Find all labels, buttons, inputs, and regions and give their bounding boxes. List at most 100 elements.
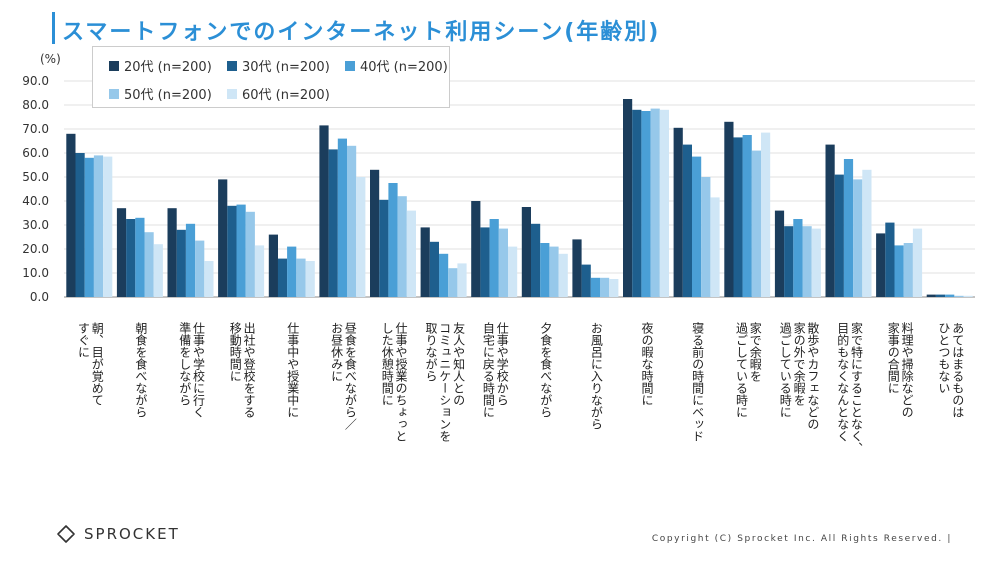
bar xyxy=(692,156,702,297)
bar xyxy=(439,253,449,297)
bar xyxy=(531,223,541,297)
bar xyxy=(448,268,458,297)
bar xyxy=(218,179,228,297)
sprocket-logo-icon xyxy=(57,525,75,543)
bar xyxy=(116,208,127,297)
x-tick-label: 朝、目が覚めて すぐに xyxy=(76,322,105,406)
bar xyxy=(370,169,380,297)
y-tick-label: 80.0 xyxy=(22,98,49,112)
bar xyxy=(135,217,145,297)
y-tick-label: 30.0 xyxy=(22,218,49,232)
bar xyxy=(457,263,467,297)
bar xyxy=(659,109,669,297)
bar xyxy=(558,253,568,297)
bar xyxy=(862,169,872,297)
bar xyxy=(632,109,642,297)
bar xyxy=(903,243,913,297)
logo-text: SPROCKET xyxy=(84,525,180,543)
legend-item: 30代 (n=200) xyxy=(227,56,330,75)
bar xyxy=(876,233,886,297)
legend-item: 40代 (n=200) xyxy=(345,56,448,75)
y-tick-label: 50.0 xyxy=(22,170,49,184)
bar xyxy=(843,159,854,297)
bar xyxy=(337,138,347,297)
bar xyxy=(406,210,416,297)
bar xyxy=(521,207,531,297)
bar xyxy=(227,205,237,297)
bar xyxy=(853,179,863,297)
title-accent-bar xyxy=(52,12,55,44)
bar xyxy=(912,228,923,297)
bar xyxy=(204,261,214,297)
bar xyxy=(144,232,154,297)
legend-item: 50代 (n=200) xyxy=(109,84,212,103)
bar xyxy=(195,240,205,297)
x-tick-label: 仕事や授業のちょっと した休憩時間に xyxy=(380,322,408,442)
bar xyxy=(268,234,278,297)
bar xyxy=(673,127,683,297)
x-tick-label: 仕事中や授業中に xyxy=(285,322,300,418)
bar xyxy=(75,153,85,297)
x-tick-label: 友人や知人との コミュニケーションを 取りながら xyxy=(424,322,466,442)
bar xyxy=(153,244,163,297)
bar xyxy=(572,239,582,297)
bar xyxy=(489,219,499,297)
y-tick-label: 70.0 xyxy=(22,122,49,136)
bar xyxy=(319,125,329,298)
y-tick-label: 60.0 xyxy=(22,146,49,160)
y-tick-label: 40.0 xyxy=(22,194,49,208)
bar xyxy=(103,156,113,297)
bar xyxy=(623,99,633,297)
bar xyxy=(733,137,743,297)
copyright-text: Copyright (C) Sprocket Inc. All Rights R… xyxy=(651,534,952,544)
bar xyxy=(811,228,821,297)
bar xyxy=(498,228,508,297)
bar xyxy=(945,294,955,297)
y-tick-label: 0.0 xyxy=(30,290,49,304)
bar xyxy=(834,174,844,297)
bar xyxy=(305,261,315,297)
bar xyxy=(236,204,246,297)
y-axis-unit: (%) xyxy=(40,52,61,66)
bar xyxy=(254,245,265,297)
bar xyxy=(388,183,398,297)
chart-legend: 20代 (n=200) 30代 (n=200) 40代 (n=200) 50代 (n=… xyxy=(92,46,450,108)
legend-label: 40代 (n=200) xyxy=(360,60,448,75)
bar xyxy=(66,133,76,297)
x-tick-label: 散歩やカフェなどの 家の外で余暇を 過ごしている時に xyxy=(778,322,820,430)
bar xyxy=(774,210,785,297)
bar xyxy=(356,177,366,297)
bar xyxy=(963,295,973,297)
bar xyxy=(176,229,186,297)
bar xyxy=(126,219,136,297)
bar xyxy=(724,121,734,297)
bar xyxy=(641,111,651,297)
x-tick-label: お風呂に入りながら xyxy=(589,322,604,430)
y-tick-label: 10.0 xyxy=(22,266,49,280)
bar xyxy=(682,144,692,297)
page-title: スマートフォンでのインターネット利用シーン(年齢別) xyxy=(62,20,661,45)
x-tick-label: 夕食を食べながら xyxy=(538,322,553,418)
legend-swatch xyxy=(109,88,119,99)
x-tick-label: 出社や登校をする 移動時間に xyxy=(228,322,257,418)
bar xyxy=(167,208,177,297)
bar xyxy=(825,144,835,297)
bar xyxy=(429,241,439,297)
bar xyxy=(480,227,490,297)
legend-label: 20代 (n=200) xyxy=(124,60,212,75)
sprocket-logo: SPROCKET xyxy=(56,524,180,544)
bar xyxy=(742,135,752,297)
bar xyxy=(287,246,297,297)
legend-swatch xyxy=(345,60,355,71)
legend-swatch xyxy=(109,60,119,71)
bar xyxy=(328,149,338,297)
bar xyxy=(802,226,812,297)
y-tick-label: 20.0 xyxy=(22,242,49,256)
legend-item: 60代 (n=200) xyxy=(227,84,330,103)
bar xyxy=(761,132,771,297)
bar xyxy=(93,155,104,297)
bar xyxy=(885,222,895,297)
bar xyxy=(245,211,255,297)
legend-label: 60代 (n=200) xyxy=(242,88,330,103)
